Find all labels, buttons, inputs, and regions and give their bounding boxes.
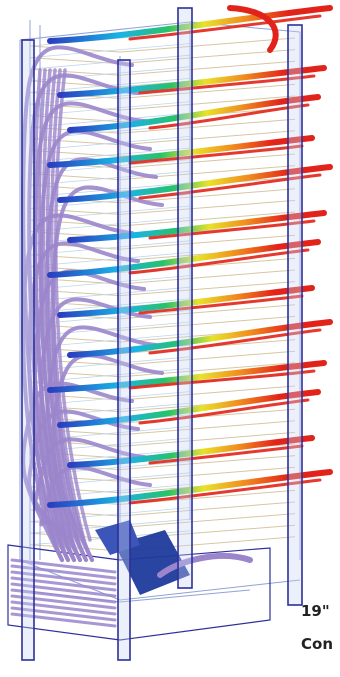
hot-exhaust-line: [47, 360, 327, 393]
base-airflow-line: [10, 594, 117, 610]
shelf-line: [119, 513, 296, 529]
shelf-line: [119, 199, 296, 215]
rack-post: [177, 7, 193, 589]
cool-airflow-line: [49, 68, 86, 542]
hot-exhaust-line: [47, 469, 333, 508]
cool-airflow-line: [21, 213, 134, 562]
base-box: [7, 544, 271, 641]
caption-line-2: Con: [301, 635, 333, 653]
hot-exhaust-line: [138, 398, 310, 425]
hot-exhaust-line: [57, 389, 321, 428]
shelf-line: [119, 234, 296, 250]
base-airflow-line: [10, 576, 117, 592]
cool-airflow-line: [33, 68, 62, 542]
hot-exhaust-line: [128, 478, 322, 505]
shelf-line: [119, 362, 296, 378]
hot-exhaust-line: [148, 219, 316, 240]
base-airflow-line: [10, 600, 117, 616]
cool-airflow-line: [33, 437, 146, 562]
shelf-line: [119, 281, 296, 297]
shelf-line: [119, 350, 296, 366]
cool-airflow-line: [41, 68, 74, 542]
hot-exhaust-streamlines: [47, 5, 333, 508]
hot-exhaust-line: [138, 294, 304, 315]
frame-edge: [19, 21, 191, 41]
cool-airflow-streamlines: [21, 45, 164, 562]
hot-exhaust-line: [138, 74, 316, 95]
fan-outflow: [157, 552, 253, 578]
shelf-line: [119, 60, 296, 76]
cool-airflow-line: [39, 465, 152, 562]
hot-exhaust-line: [128, 144, 304, 165]
shelf-line: [119, 420, 296, 436]
shelf-line: [119, 49, 296, 65]
shelf-line: [119, 130, 296, 146]
shelf-back-line: [29, 205, 191, 221]
rack-post: [21, 39, 35, 661]
rack-post: [117, 59, 131, 661]
base-airflow-line: [10, 570, 117, 586]
shelf-line: [119, 118, 296, 134]
rack-posts: [21, 7, 303, 661]
shelf-line: [119, 269, 296, 285]
hot-exhaust-line: [67, 210, 327, 243]
shelf-back-line: [29, 43, 191, 58]
base-airflow-line: [10, 564, 117, 580]
hot-exhaust-line: [148, 103, 310, 130]
hot-exhaust-line: [148, 444, 304, 465]
hot-exhaust-line: [57, 285, 315, 318]
cool-airflow-line: [45, 68, 80, 542]
shelf-line: [119, 37, 296, 53]
cool-airflow-line: [54, 68, 92, 542]
hot-exhaust-line: [67, 94, 321, 133]
cool-airflow-line: [37, 68, 68, 542]
base-airflow-line: [10, 588, 117, 604]
hot-exhaust-line: [47, 5, 333, 44]
shelf-line: [119, 431, 296, 447]
shelf-line: [119, 188, 296, 204]
hot-exhaust-line: [128, 369, 316, 390]
shelf-line: [119, 501, 296, 517]
hot-exhaust-line: [67, 319, 333, 358]
hot-exhaust-line: [57, 65, 327, 98]
hot-exhaust-line: [128, 248, 310, 275]
hot-exhaust-line: [227, 5, 279, 53]
base-airflow-line: [10, 582, 117, 598]
shelf-line: [119, 95, 296, 111]
cool-airflow-line: [27, 241, 140, 562]
hot-exhaust-line: [67, 435, 315, 468]
hot-exhaust-line: [47, 239, 321, 278]
shelf-line: [119, 83, 296, 99]
base-airflow-line: [10, 606, 117, 622]
shelf-line: [119, 385, 296, 401]
caption-line-1: 19": [301, 602, 330, 620]
shelf-line: [119, 153, 296, 169]
shelf-line: [119, 315, 296, 331]
base-airflow-line: [10, 612, 117, 628]
shelf-line: [119, 211, 296, 227]
hot-exhaust-line: [128, 14, 322, 41]
base-airflow-line: [10, 558, 117, 574]
shelf-line: [119, 466, 296, 482]
shelf-line: [119, 455, 296, 471]
rack-post: [287, 24, 303, 606]
